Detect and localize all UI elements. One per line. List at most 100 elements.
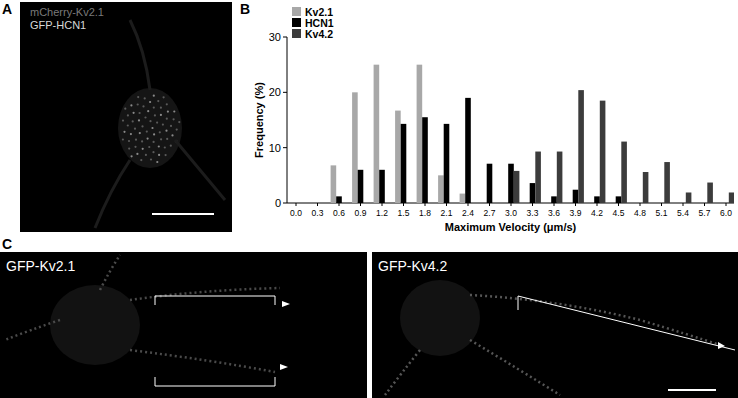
bar xyxy=(460,194,466,203)
y-tick-label: 0 xyxy=(275,197,281,209)
bar xyxy=(686,192,692,203)
puncta xyxy=(154,114,156,116)
puncta xyxy=(149,120,151,122)
puncta xyxy=(165,154,167,156)
puncta xyxy=(149,101,151,103)
bar xyxy=(535,152,541,203)
bar xyxy=(293,203,299,204)
x-tick-label: 2.7 xyxy=(484,208,496,218)
bar xyxy=(428,203,434,204)
x-tick xyxy=(382,203,383,206)
y-tick xyxy=(283,37,287,38)
bar xyxy=(524,203,530,204)
x-tick xyxy=(640,203,641,206)
puncta xyxy=(122,120,124,122)
puncta xyxy=(130,104,132,106)
puncta xyxy=(171,134,173,136)
bar xyxy=(723,203,729,204)
x-tick-label: 5.7 xyxy=(699,208,711,218)
puncta xyxy=(153,133,155,135)
puncta xyxy=(140,159,142,161)
puncta xyxy=(141,140,143,142)
panel-label: B xyxy=(240,1,250,17)
x-tick xyxy=(339,203,340,206)
bar xyxy=(315,203,321,204)
micrograph xyxy=(0,252,367,398)
puncta xyxy=(153,107,155,109)
puncta xyxy=(137,96,139,98)
image-label: GFP-Kv2.1 xyxy=(6,258,75,274)
bar xyxy=(358,170,364,203)
bar xyxy=(352,92,358,203)
y-tick-label: 20 xyxy=(269,86,281,98)
puncta xyxy=(173,110,175,112)
x-tick-label: 3.0 xyxy=(505,208,517,218)
legend-swatch xyxy=(292,7,301,16)
scale-bar xyxy=(668,389,716,391)
cell-body xyxy=(400,280,480,356)
bar xyxy=(718,203,724,204)
puncta xyxy=(160,114,162,116)
puncta xyxy=(142,148,144,150)
bar xyxy=(342,203,348,204)
bar xyxy=(514,171,520,203)
channel-label: GFP-HCN1 xyxy=(30,19,86,31)
x-tick-label: 6.0 xyxy=(720,208,732,218)
x-tick-label: 0.6 xyxy=(333,208,345,218)
panel-label: C xyxy=(2,236,12,252)
puncta xyxy=(123,131,125,133)
bar xyxy=(406,203,412,204)
bar xyxy=(680,203,686,204)
puncta xyxy=(150,158,152,160)
bar xyxy=(589,203,595,204)
puncta xyxy=(159,131,161,133)
x-tick xyxy=(403,203,404,206)
bar xyxy=(417,65,423,203)
puncta xyxy=(170,145,172,147)
bar xyxy=(385,203,391,204)
puncta xyxy=(152,151,154,153)
puncta xyxy=(138,119,140,121)
bar xyxy=(320,203,326,204)
legend-label: Kv4.2 xyxy=(305,28,333,40)
panel-c: C GFP-Kv2.1 GFP-Kv4.2 xyxy=(0,236,738,398)
figure: AmCherry-Kv2.1GFP-HCN1B01020300.00.30.60… xyxy=(0,0,738,398)
x-tick-label: 4.8 xyxy=(634,208,646,218)
puncta xyxy=(142,105,144,107)
puncta xyxy=(176,129,178,131)
y-tick xyxy=(283,92,287,93)
x-tick xyxy=(532,203,533,206)
x-tick xyxy=(683,203,684,206)
bar xyxy=(503,203,509,204)
bar xyxy=(309,203,315,204)
puncta xyxy=(146,131,148,133)
x-tick xyxy=(296,203,297,206)
puncta xyxy=(173,118,175,120)
dendrite xyxy=(95,20,225,228)
bar xyxy=(551,196,557,203)
x-tick-label: 0.3 xyxy=(312,208,324,218)
puncta xyxy=(158,145,160,147)
puncta xyxy=(135,139,137,141)
bar xyxy=(401,124,407,203)
puncta xyxy=(163,96,165,98)
puncta xyxy=(128,148,130,150)
x-tick xyxy=(554,203,555,206)
dendrite xyxy=(385,295,720,395)
image-label: GFP-Kv4.2 xyxy=(378,258,447,274)
bar xyxy=(578,90,584,203)
puncta xyxy=(166,118,168,120)
bar xyxy=(600,101,606,203)
puncta xyxy=(127,114,129,116)
micrograph xyxy=(372,252,738,398)
legend-swatch xyxy=(292,29,301,38)
bar xyxy=(557,152,563,203)
puncta xyxy=(170,125,172,127)
puncta xyxy=(144,116,146,118)
puncta xyxy=(153,141,155,143)
bar xyxy=(675,203,681,204)
puncta xyxy=(133,112,135,114)
puncta xyxy=(166,103,168,105)
bar xyxy=(637,203,643,204)
bar xyxy=(508,164,514,203)
